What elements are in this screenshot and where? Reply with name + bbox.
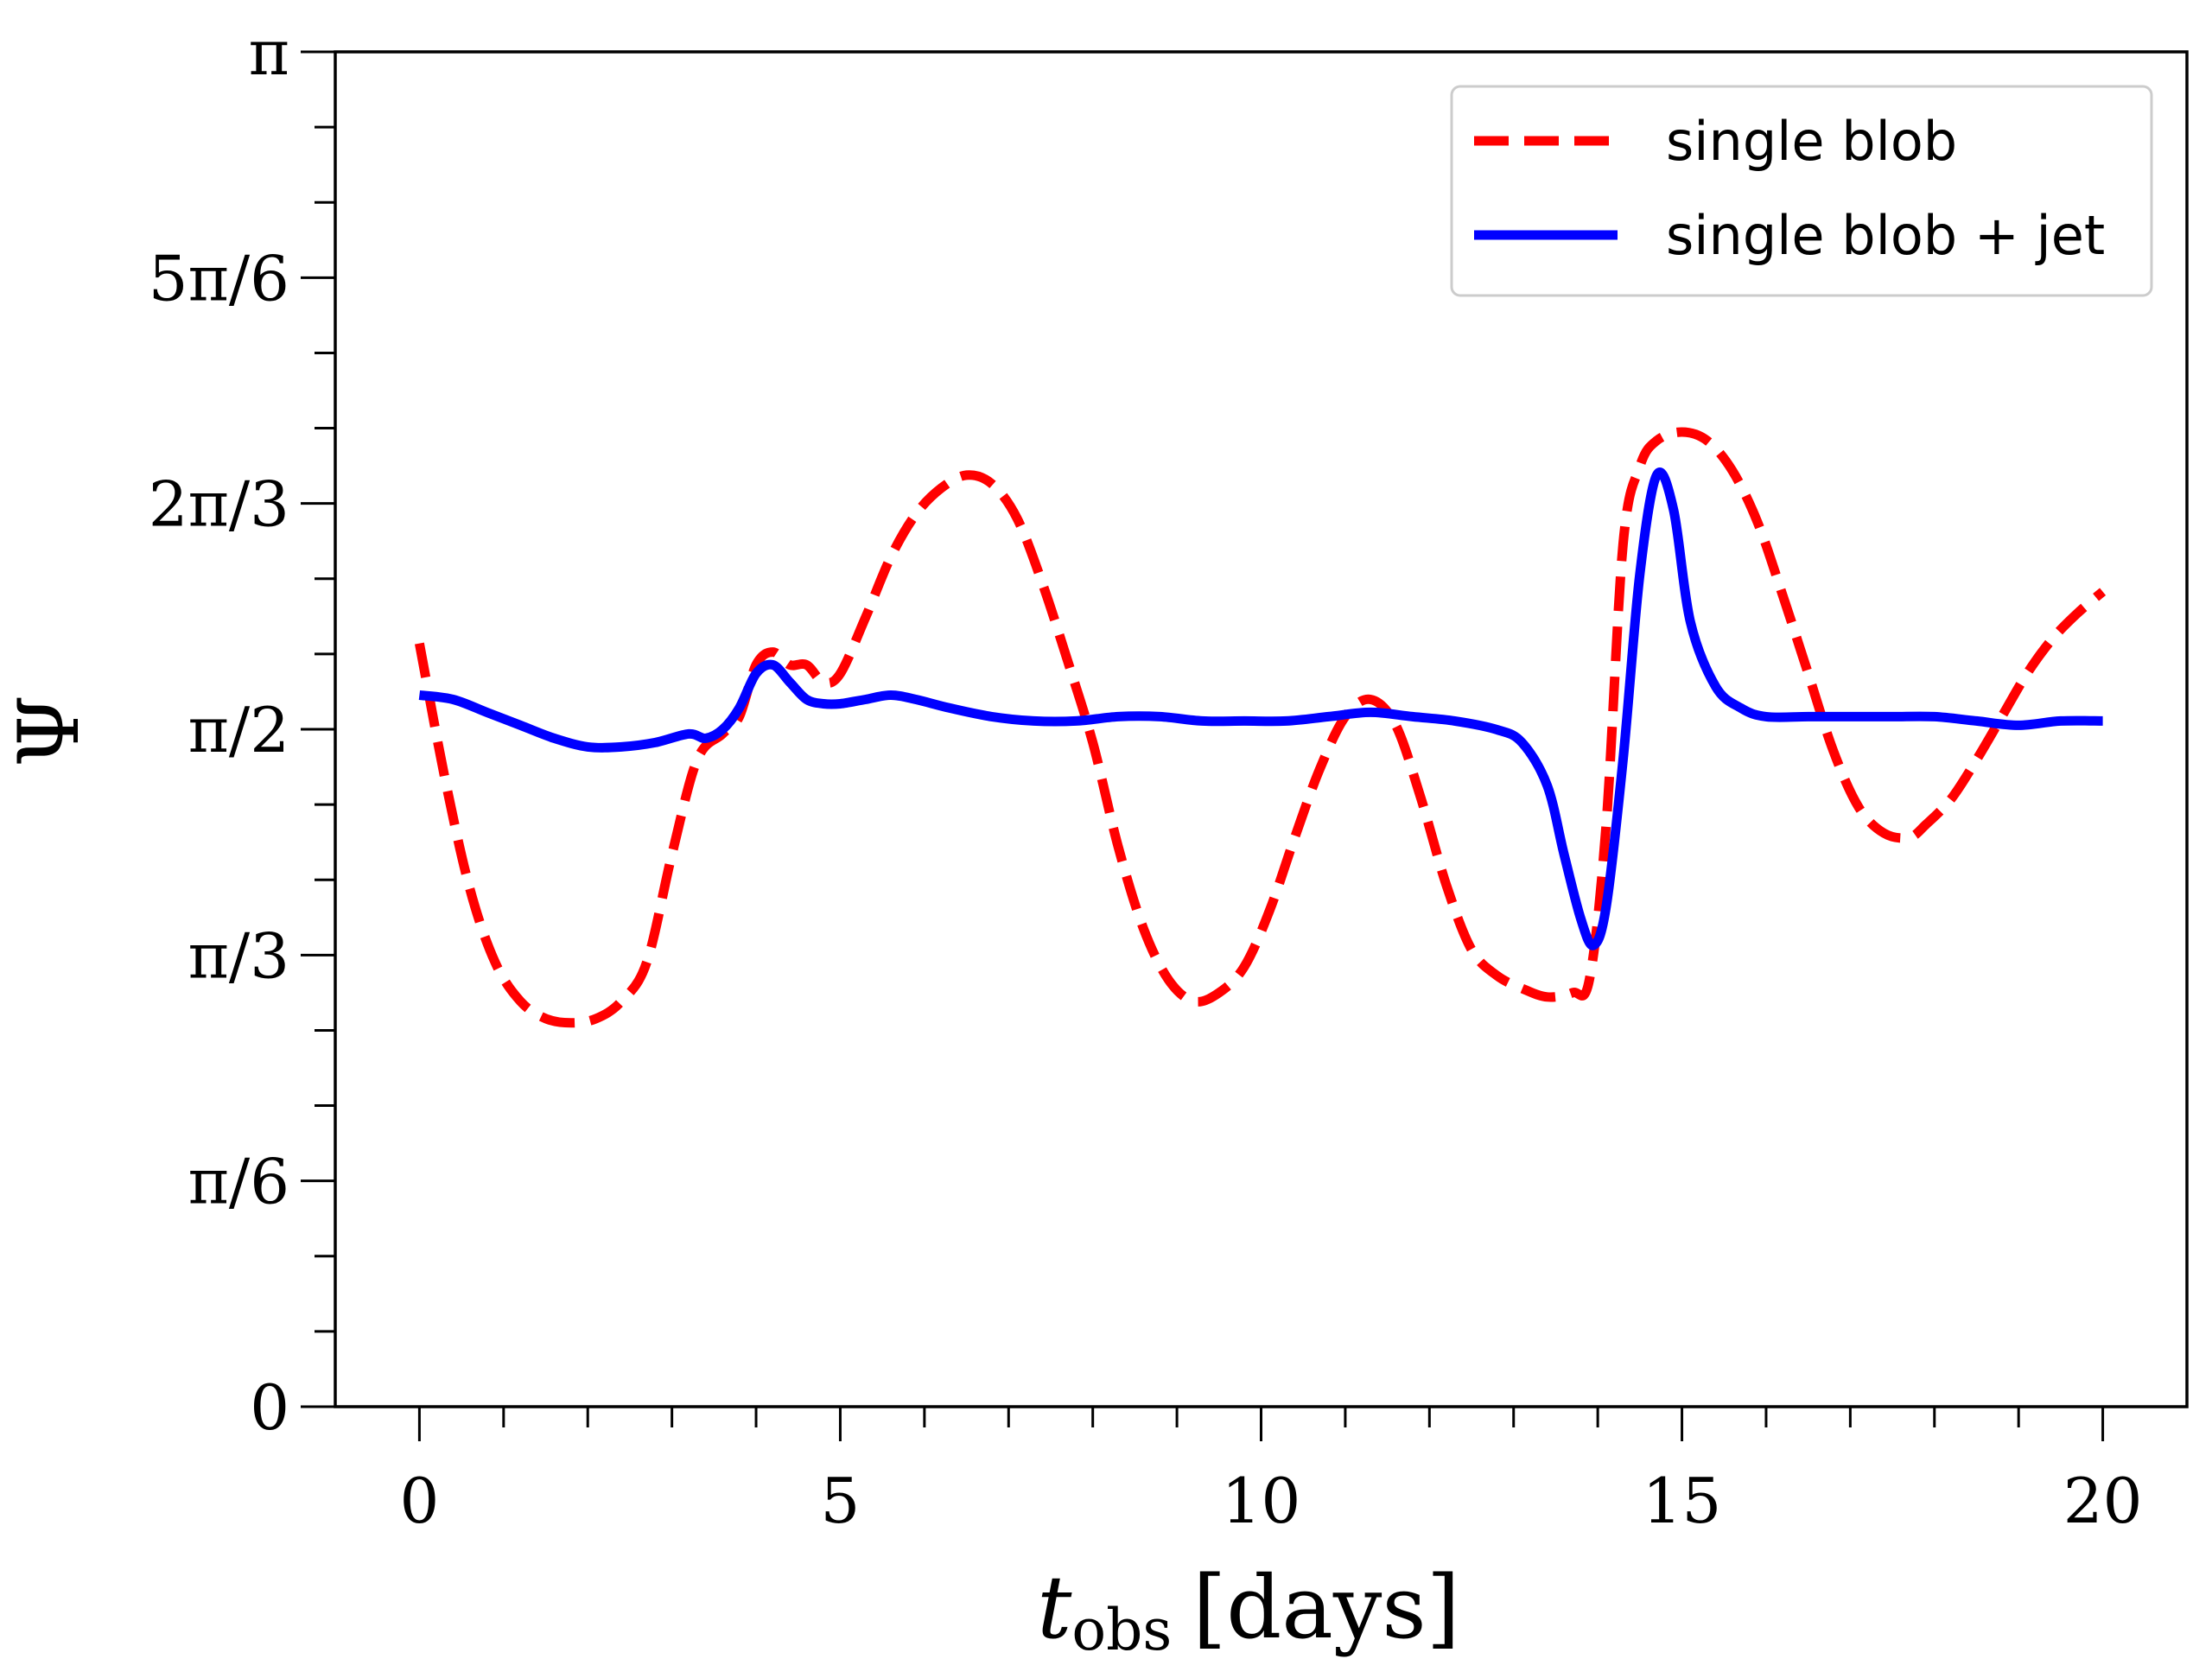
legend-label-single-blob-jet: single blob + jet	[1666, 204, 2105, 267]
x-axis-ticks: 0 5 10 15 20	[400, 1407, 2143, 1537]
x-tick-label: 5	[821, 1465, 861, 1537]
y-axis-ticks: 0 π/6 π/3 π/2 2π/3 5π/6 π	[149, 16, 335, 1444]
x-tick-label: 10	[1222, 1465, 1301, 1537]
x-tick-label: 0	[400, 1465, 440, 1537]
y-tick-label: π/6	[188, 1146, 289, 1218]
series-layer	[414, 427, 2107, 1028]
y-tick-label: π/3	[188, 919, 289, 992]
y-tick-label: π/2	[188, 694, 289, 766]
y-tick-label: 2π/3	[149, 468, 289, 541]
legend-box	[1450, 85, 2153, 297]
x-axis-title: tobs [days]	[1037, 1557, 1460, 1659]
y-tick-label: 0	[250, 1371, 289, 1444]
y-tick-label: π	[249, 16, 289, 89]
x-axis-title-unit: [days]	[1192, 1557, 1459, 1658]
x-axis-title-main: t	[1037, 1557, 1072, 1658]
x-tick-label: 20	[2063, 1465, 2143, 1537]
y-tick-label: 5π/6	[149, 242, 289, 315]
y-axis-title: Ψ	[1, 695, 98, 767]
series-line-single-blob-jet	[418, 467, 2103, 950]
legend: single blob single blob + jet	[1450, 85, 2153, 297]
legend-label-single-blob: single blob	[1666, 110, 1957, 173]
x-tick-label: 15	[1643, 1465, 1722, 1537]
x-axis-title-sub: obs	[1071, 1597, 1172, 1659]
series-line-single-blob	[414, 427, 2107, 1028]
